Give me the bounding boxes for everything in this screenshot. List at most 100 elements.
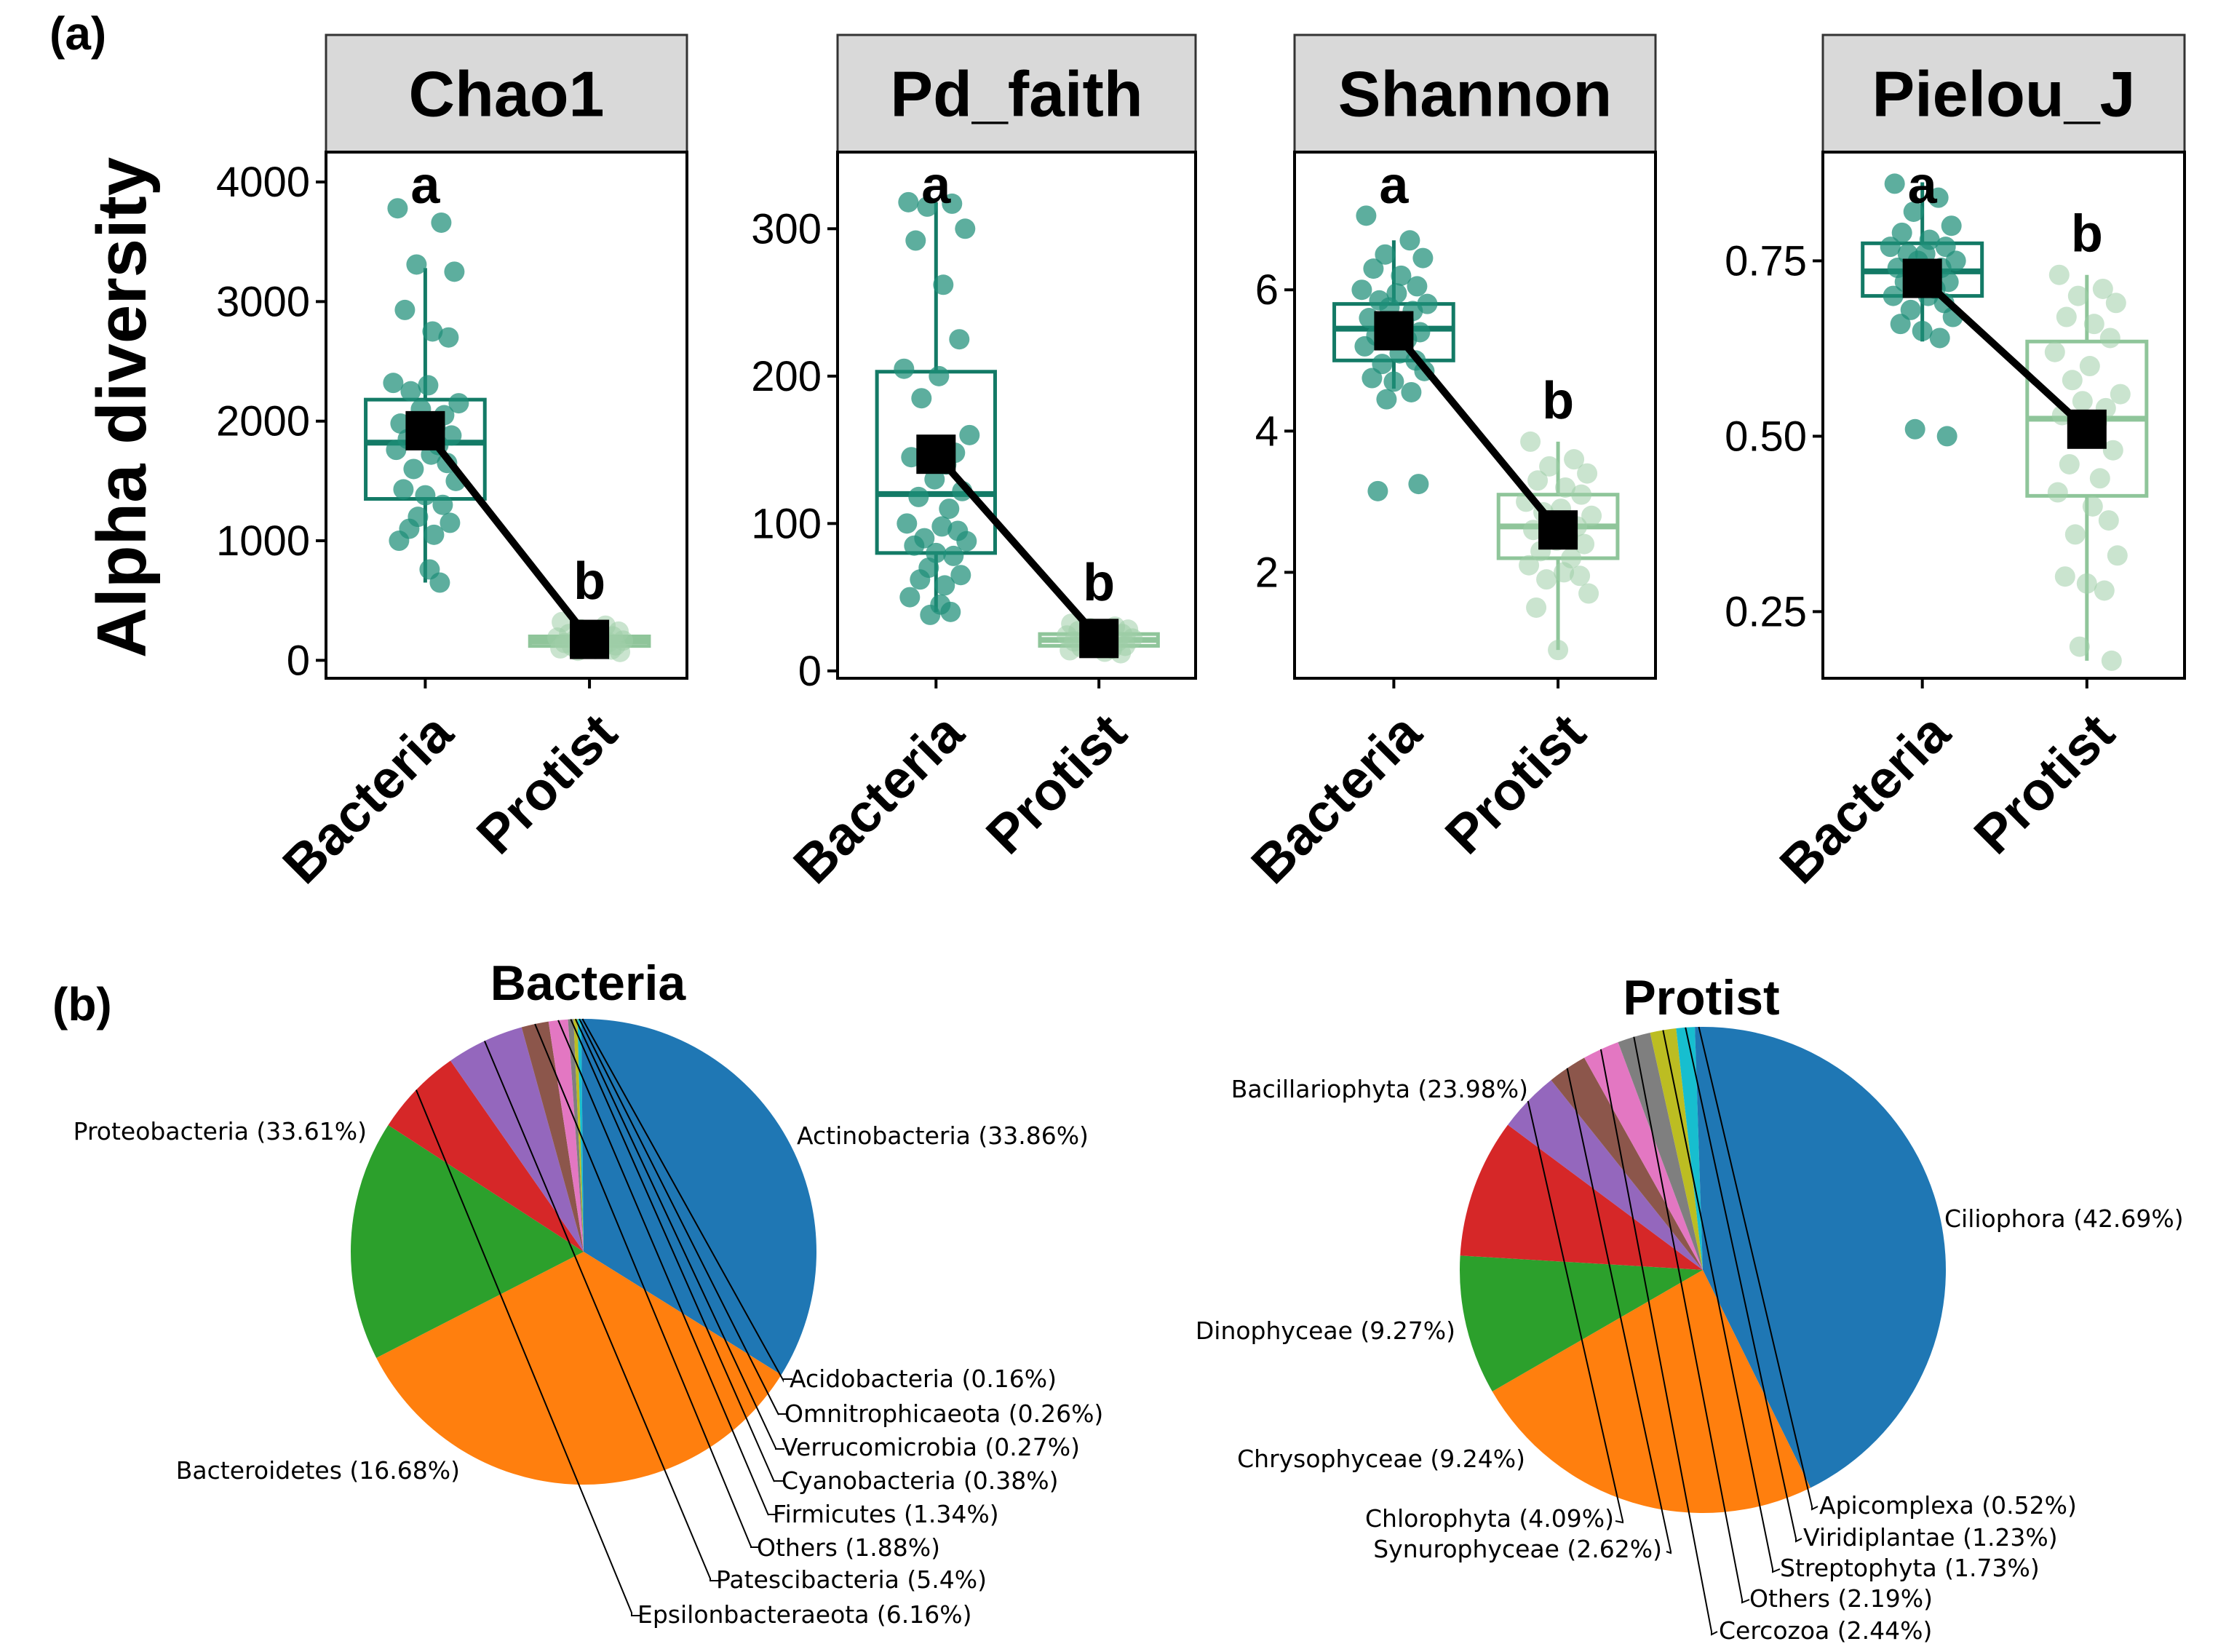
slice-label-firmicutes: Firmicutes (1.34%) <box>773 1500 999 1528</box>
data-point-bacteria <box>1391 265 1412 286</box>
slice-label-verrucomicrobia: Verrucomicrobia (0.27%) <box>782 1433 1080 1461</box>
data-point-bacteria <box>1929 327 1950 349</box>
data-point-bacteria <box>438 327 459 348</box>
leader-line <box>579 1018 787 1415</box>
data-point-bacteria <box>1412 247 1434 269</box>
data-point-protist <box>2083 314 2104 335</box>
slice-label-actinobacteria: Actinobacteria (33.86%) <box>797 1121 1089 1150</box>
boxplot-panel-chao1: Chao1 0 1000 2000 3000 4000 Bacteria Protist a b <box>216 33 688 895</box>
leader-line <box>1662 1030 1781 1573</box>
data-point-bacteria <box>1351 279 1372 301</box>
data-point-bacteria <box>1904 418 1925 440</box>
data-point-protist <box>2069 636 2090 657</box>
panel-a-label: (a) <box>49 7 106 60</box>
pie-slice-dinophyceae <box>1460 1255 1703 1391</box>
data-point-protist <box>2048 264 2070 285</box>
data-point-protist <box>1548 640 1569 661</box>
data-point-protist <box>2099 327 2120 349</box>
y-tick-label: 0.75 <box>1725 237 1807 285</box>
pie-slice-bacteroidetes <box>351 1124 584 1358</box>
pie-slice-viridiplantae <box>1676 1027 1703 1270</box>
data-point-bacteria <box>387 198 408 219</box>
slice-label-omnitrophicaeota: Omnitrophicaeota (0.26%) <box>784 1399 1103 1428</box>
leader-line <box>1698 1026 1818 1511</box>
data-point-bacteria <box>943 545 964 566</box>
data-point-bacteria <box>1363 258 1384 279</box>
data-point-protist <box>2107 545 2128 566</box>
data-point-bacteria <box>897 513 918 534</box>
mean-marker-bacteria <box>1902 258 1942 298</box>
significance-letter: a <box>410 156 440 215</box>
x-category-label: Protist <box>465 702 628 865</box>
slice-label-acidobacteria: Acidobacteria (0.16%) <box>790 1365 1057 1393</box>
box-protist <box>2025 274 2149 661</box>
y-tick-label: 1000 <box>216 517 310 565</box>
pie-slice-streptophyta <box>1650 1028 1703 1270</box>
mean-marker-bacteria <box>1374 311 1414 351</box>
y-tick-label: 2000 <box>216 398 310 445</box>
data-point-bacteria <box>910 569 931 590</box>
slice-label-others: Others (1.88%) <box>757 1533 940 1562</box>
mean-connector-line <box>1391 328 1561 533</box>
data-point-bacteria <box>393 479 414 500</box>
data-point-bacteria <box>383 373 404 394</box>
x-category-label: Protist <box>1434 702 1597 865</box>
data-point-bacteria <box>418 375 439 396</box>
data-point-bacteria <box>949 329 970 350</box>
data-point-bacteria <box>904 535 925 556</box>
x-category-label: Bacteria <box>271 702 465 895</box>
significance-letter: a <box>1908 156 1938 215</box>
data-point-bacteria <box>931 516 953 537</box>
data-point-protist <box>610 641 631 662</box>
data-point-bacteria <box>959 424 980 445</box>
data-point-bacteria <box>911 388 932 409</box>
data-point-protist <box>1574 533 1595 555</box>
data-point-bacteria <box>920 604 941 625</box>
y-tick-label: 0 <box>287 637 310 684</box>
boxplot-panel-pielou-j: Pielou_J 0.25 0.50 0.75 Bacteria Protist a b <box>1725 33 2186 895</box>
data-point-protist <box>2089 468 2110 489</box>
panel-title: Pielou_J <box>1872 58 2136 130</box>
data-point-protist <box>1554 562 1575 583</box>
y-tick-label: 4 <box>1255 408 1279 455</box>
data-point-bacteria <box>1375 244 1396 265</box>
data-point-bacteria <box>386 440 407 461</box>
leader-line <box>1527 1100 1623 1524</box>
pie-slice-bacillariophyta <box>1492 1270 1811 1513</box>
pie-slice-chlorophyta <box>1508 1080 1703 1270</box>
significance-letter: a <box>1379 156 1409 215</box>
x-category-label: Bacteria <box>1240 702 1434 895</box>
data-point-protist <box>2105 293 2126 314</box>
x-category-label: Bacteria <box>1768 702 1962 895</box>
data-point-protist <box>2079 356 2100 377</box>
data-point-bacteria <box>908 486 929 507</box>
pie-slice-verrucomicrobia <box>573 1019 584 1252</box>
data-point-bacteria <box>415 485 436 506</box>
slice-label-chlorophyta: Chlorophyta (4.09%) <box>1365 1504 1614 1533</box>
mean-marker-protist <box>570 619 610 659</box>
data-point-protist <box>1577 463 1598 484</box>
data-point-bacteria <box>905 230 926 251</box>
y-tick-label: 0 <box>798 648 822 695</box>
data-point-bacteria <box>956 531 977 552</box>
plot-frame <box>836 151 1197 680</box>
data-point-protist <box>2044 341 2065 362</box>
data-point-protist <box>2082 496 2103 517</box>
data-point-protist <box>2092 278 2113 299</box>
data-point-protist <box>1571 484 1592 505</box>
data-point-protist <box>1539 456 1560 477</box>
data-point-bacteria <box>429 572 450 593</box>
mean-connector-line <box>1920 275 2090 432</box>
slice-label-apicomplexa: Apicomplexa (0.52%) <box>1819 1491 2077 1520</box>
data-point-bacteria <box>933 274 954 295</box>
data-point-protist <box>2094 580 2115 601</box>
data-point-protist <box>1520 431 1541 452</box>
slice-label-epsilonbacteraeota: Epsilonbacteraeota (6.16%) <box>637 1600 972 1629</box>
data-point-bacteria <box>389 531 410 552</box>
data-point-bacteria <box>1356 205 1377 226</box>
data-point-bacteria <box>1354 335 1375 357</box>
data-point-protist <box>1527 470 1549 491</box>
data-point-bacteria <box>899 587 921 608</box>
data-point-bacteria <box>894 358 915 379</box>
leader-line <box>1685 1027 1802 1543</box>
